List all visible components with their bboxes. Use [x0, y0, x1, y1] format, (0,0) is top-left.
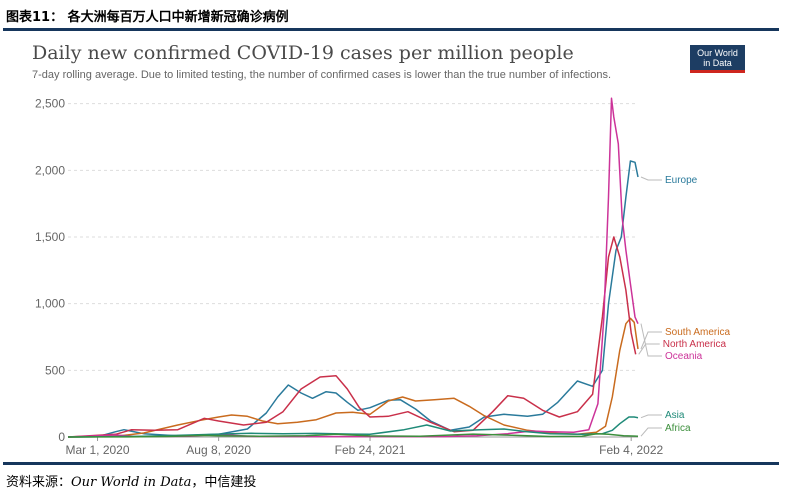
series-line-africa[interactable]	[67, 432, 639, 438]
chart-series	[67, 97, 639, 438]
label-leader	[640, 331, 662, 350]
label-leader	[640, 414, 662, 419]
y-tick-label: 2,000	[35, 163, 65, 177]
owid-logo[interactable]: Our World in Data	[690, 45, 745, 73]
source-prefix: 资料来源：	[6, 475, 72, 490]
label-leader	[640, 427, 662, 437]
series-label-asia: Asia	[665, 410, 685, 421]
y-tick-label: 2,500	[35, 97, 65, 111]
series-line-europe[interactable]	[67, 160, 639, 438]
series-label-south-america: South America	[665, 327, 730, 338]
source-note: 资料来源：Our World in Data，中信建投	[6, 471, 256, 490]
y-tick-label: 0	[58, 430, 65, 444]
bottom-rule	[3, 462, 779, 465]
label-leader	[640, 176, 662, 181]
series-line-asia[interactable]	[67, 416, 639, 438]
x-tick-label: Mar 1, 2020	[65, 443, 129, 457]
series-label-oceania: Oceania	[665, 351, 703, 362]
series-label-north-america: North America	[663, 339, 727, 350]
figure-caption: 图表11： 各大洲每百万人口中新增新冠确诊病例	[6, 10, 289, 25]
x-tick-label: Aug 8, 2020	[186, 443, 251, 457]
chart-subtitle: 7-day rolling average. Due to limited te…	[32, 69, 612, 81]
y-tick-label: 1,500	[35, 230, 65, 244]
top-rule	[3, 28, 779, 31]
series-label-africa: Africa	[665, 423, 691, 434]
chart-grid	[68, 103, 638, 438]
x-axis-ticks: Mar 1, 2020 Aug 8, 2020 Feb 24, 2021 Feb 4,…	[65, 437, 664, 457]
series-line-oceania[interactable]	[67, 97, 639, 438]
chart-title: Daily new confirmed COVID-19 cases per m…	[32, 42, 574, 64]
logo-line-1: Our World	[697, 48, 738, 58]
label-leader	[638, 343, 660, 355]
x-tick-label: Feb 24, 2021	[335, 443, 406, 457]
y-axis-ticks: 0 500 1,000 1,500 2,000 2,500	[35, 97, 65, 444]
y-tick-label: 500	[45, 363, 65, 377]
source-name: Our World in Data	[71, 475, 192, 490]
series-line-south-america[interactable]	[67, 317, 639, 438]
logo-line-2: in Data	[703, 58, 732, 68]
series-line-north-america[interactable]	[67, 236, 637, 438]
label-leader	[640, 323, 662, 357]
series-label-europe: Europe	[665, 175, 698, 186]
source-suffix: ，中信建投	[191, 475, 257, 490]
y-tick-label: 1,000	[35, 297, 65, 311]
x-tick-label: Feb 4, 2022	[599, 443, 663, 457]
